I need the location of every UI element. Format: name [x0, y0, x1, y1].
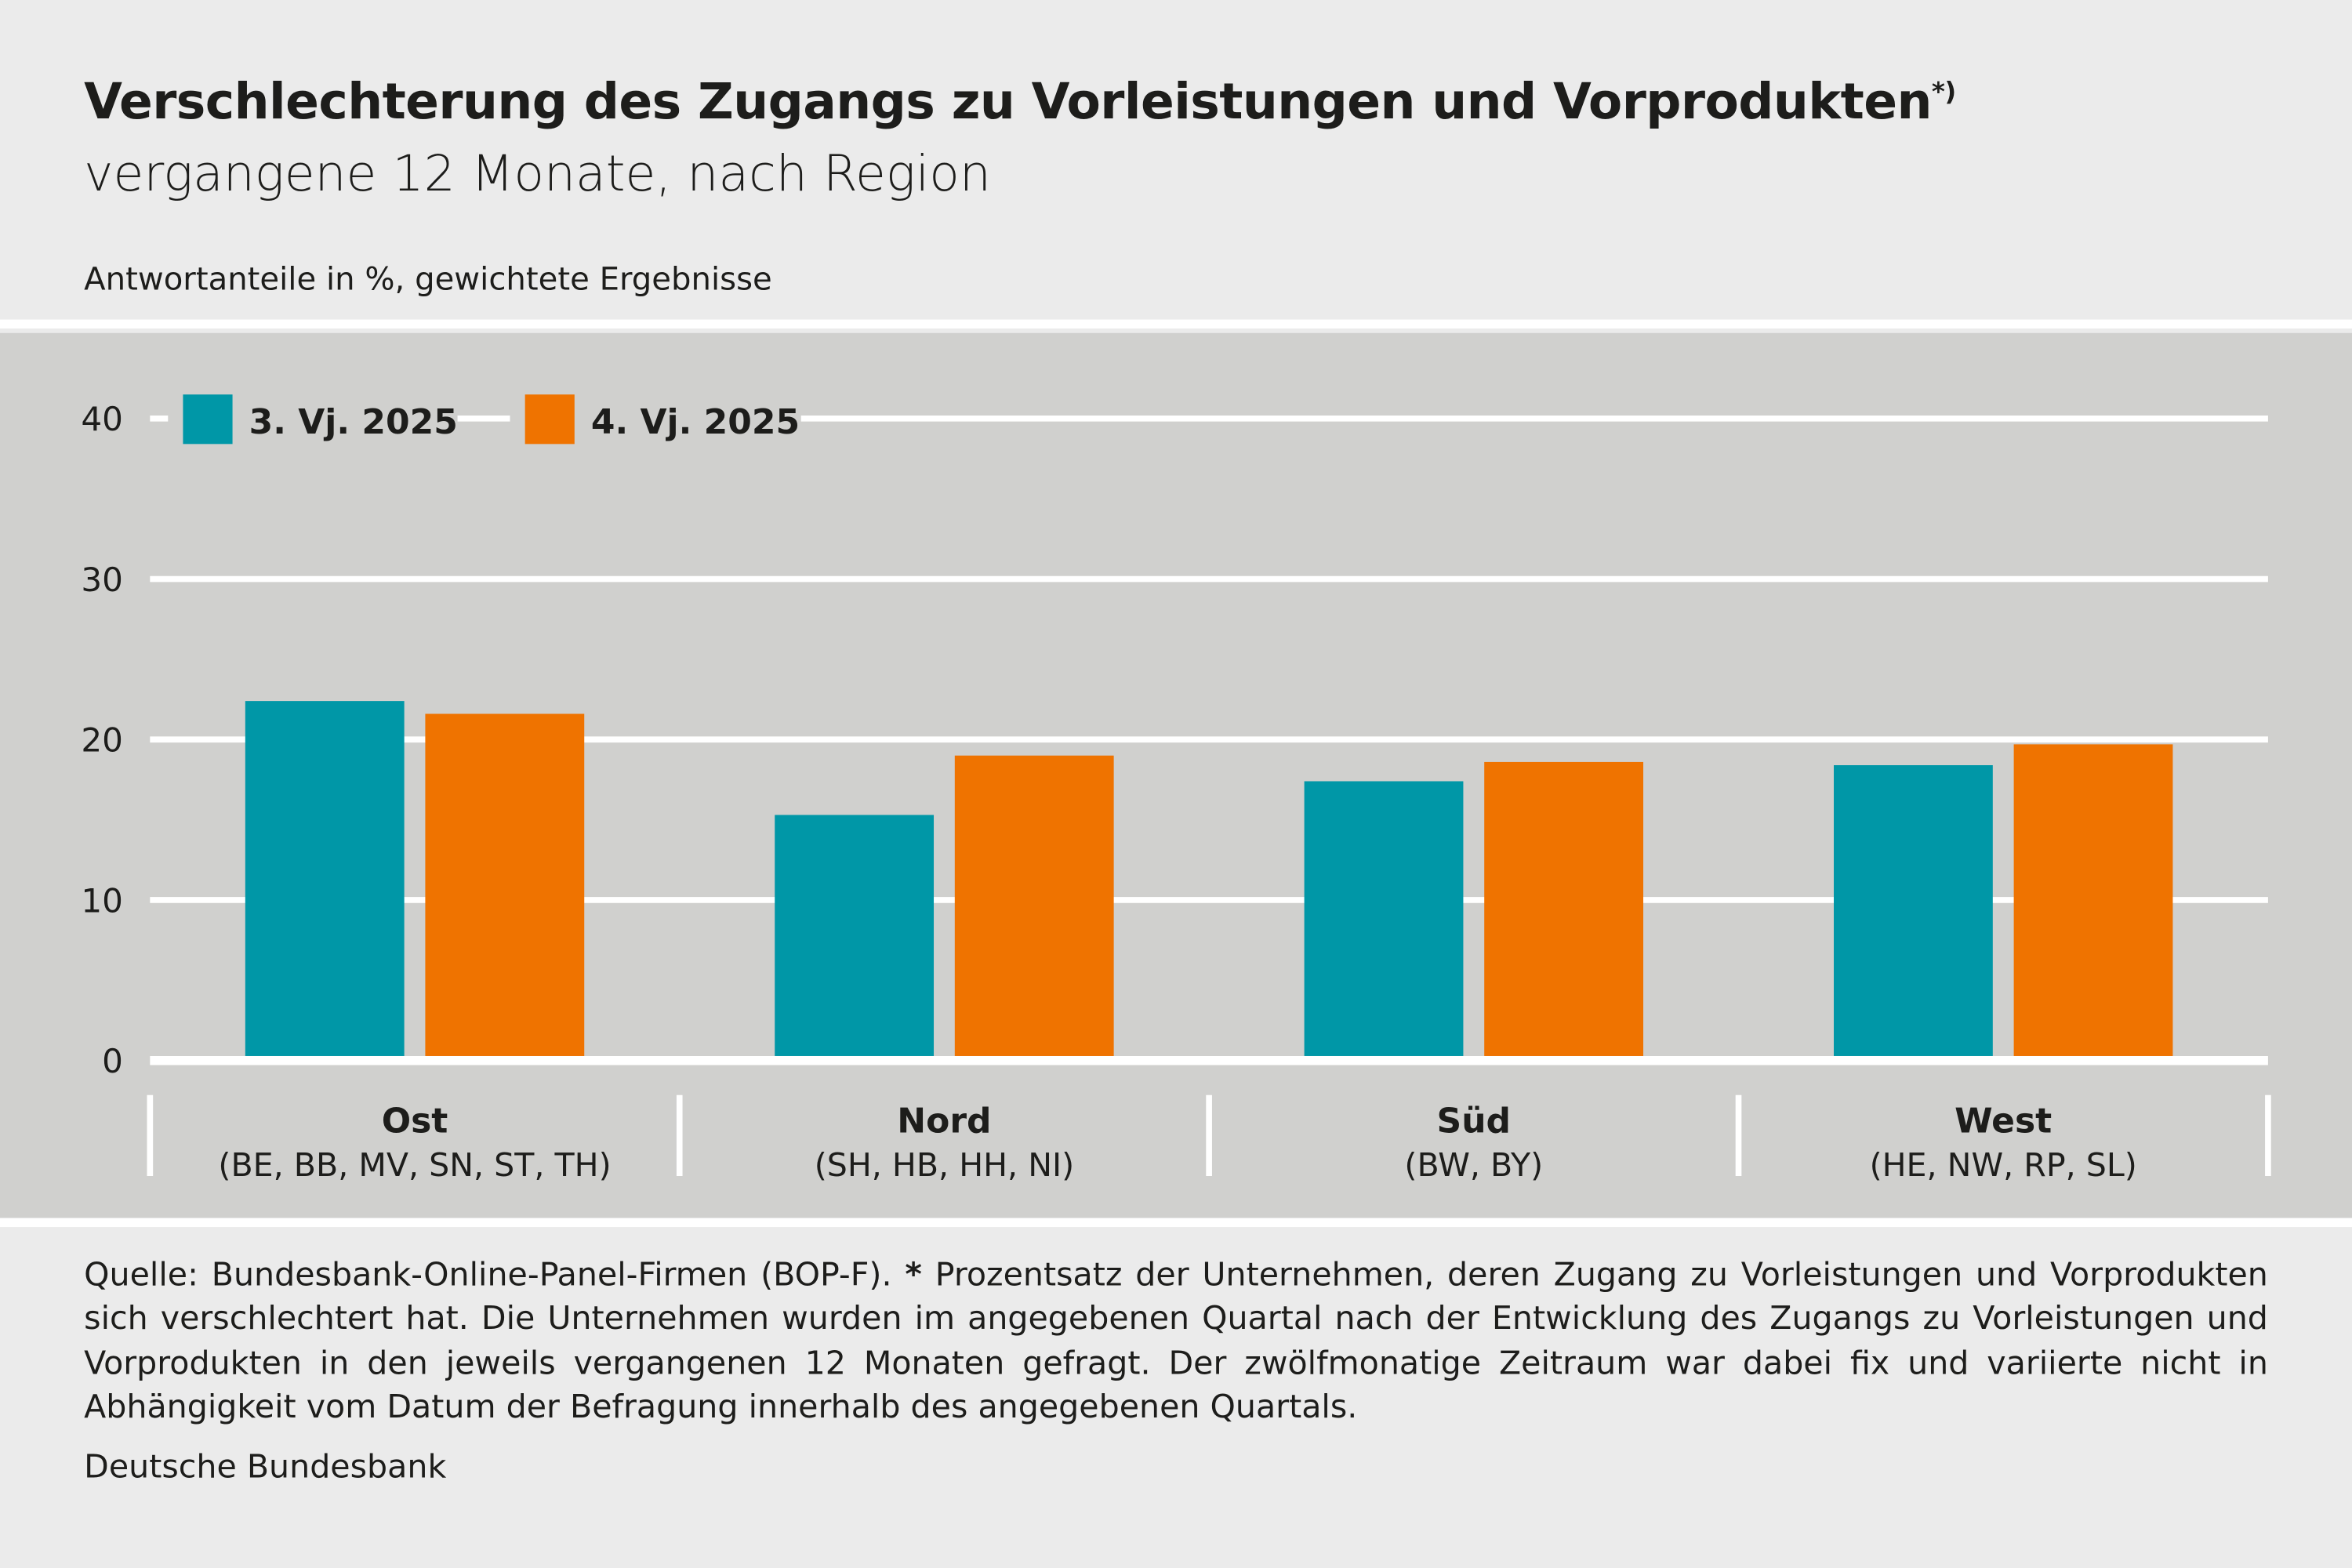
bar-west-series1 — [1834, 765, 1993, 1056]
footnote: Quelle: Bundesbank-Online-Panel-Firmen (… — [84, 1254, 2268, 1430]
bar-ost-series1 — [245, 701, 405, 1056]
category-sublabel: (BE, BB, MV, SN, ST, TH) — [218, 1146, 611, 1184]
y-tick-label: 10 — [81, 881, 123, 920]
category-sublabel: (HE, NW, RP, SL) — [1870, 1146, 2137, 1184]
bar-ost-series2 — [425, 713, 585, 1056]
chart-title: Verschlechterung des Zugangs zu Vorleist… — [84, 71, 1956, 131]
bar-süd-series2 — [1484, 761, 1644, 1056]
title-text: Verschlechterung des Zugangs zu Vorleist… — [84, 71, 1932, 131]
category-label: Nord — [897, 1102, 991, 1142]
y-tick-label: 20 — [81, 721, 123, 760]
legend-label: 3. Vj. 2025 — [249, 402, 458, 442]
units-label: Antwortanteile in %, gewichtete Ergebnis… — [84, 260, 772, 297]
chart-subtitle: vergangene 12 Monate, nach Region — [84, 143, 991, 203]
footnote-star: * — [905, 1257, 922, 1295]
category-sublabel: (SH, HB, HH, NI) — [815, 1146, 1074, 1184]
divider-bottom — [0, 1218, 2352, 1228]
legend-swatch — [183, 394, 233, 445]
bar-west-series2 — [2013, 744, 2173, 1056]
category-sublabel: (BW, BY) — [1404, 1146, 1543, 1184]
title-footnote-marker: *) — [1931, 78, 1956, 108]
footnote-source: Quelle: Bundesbank-Online-Panel-Firmen (… — [84, 1257, 892, 1295]
footnote-text: Prozentsatz der Unternehmen, deren Zugan… — [84, 1257, 2268, 1427]
bar-süd-series1 — [1304, 781, 1464, 1056]
y-tick-label: 40 — [81, 400, 123, 438]
category-label: West — [1955, 1102, 2052, 1142]
legend-label: 4. Vj. 2025 — [591, 402, 800, 442]
bar-nord-series2 — [954, 755, 1114, 1056]
legend-swatch — [524, 394, 575, 445]
y-tick-label: 0 — [102, 1042, 123, 1080]
category-label: Ost — [382, 1102, 448, 1142]
divider-top — [0, 319, 2352, 329]
bar-nord-series1 — [775, 815, 935, 1056]
category-label: Süd — [1437, 1102, 1512, 1142]
publisher: Deutsche Bundesbank — [84, 1449, 447, 1487]
y-tick-label: 30 — [81, 561, 123, 599]
